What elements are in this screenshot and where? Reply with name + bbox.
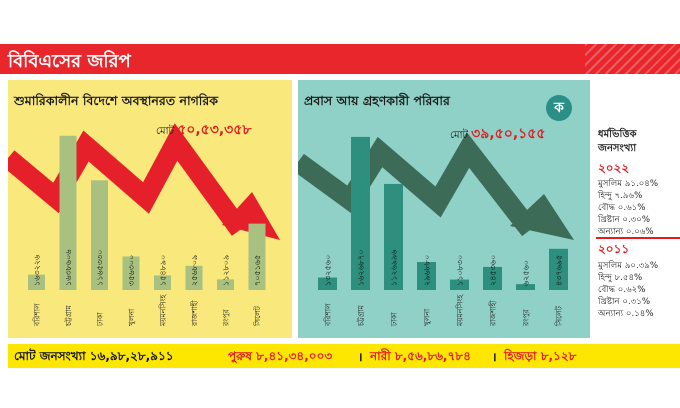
trend-arrow-line xyxy=(8,123,249,236)
chart-abroad-citizens: ১৬৩২২৬ বরিশাল ১৬৩৮৬০৬ চট্টগ্রাম ১১৬৫৩৩০ ঢাকা ৩… xyxy=(8,123,280,327)
religion-item: খ্রিষ্টান ০.৩১% xyxy=(598,297,651,307)
population-summary-bar: মোট জনসংখ্যা ১৬,৯৮,২৮,৯১১ পুরুষ ৮,৪১,৩৪,… xyxy=(8,344,680,368)
year-label: ২০১১ xyxy=(598,242,630,256)
bar xyxy=(483,266,502,290)
total-population: মোট জনসংখ্যা ১৬,৯৮,২৮,৯১১ xyxy=(14,349,174,363)
category-label: সিলেট xyxy=(554,305,564,327)
category-label: রংপুর xyxy=(222,309,231,327)
bar-value-label: ২৫৬৮০৯ xyxy=(190,255,199,286)
category-label: রাজশাহী xyxy=(488,299,498,327)
bar-value-label: ২৪৫৩৬০ xyxy=(489,255,498,286)
bar xyxy=(516,284,535,290)
bar-value-label: ১১৬৫৩৩০ xyxy=(96,250,105,286)
chart-panel-abroad-citizens: ১৬৩২২৬ বরিশাল ১৬৩৮৬০৬ চট্টগ্রাম ১১৬৫৩৩০ ঢাকা ৩… xyxy=(8,80,292,338)
chart-panel-remittance-households: ১৩২৫৬০ বরিশাল ১৬২৬৮৭০ চট্টগ্রাম ১১২৬৯৯৬ ঢাকা ২… xyxy=(298,80,590,338)
chart-total: মোট ৫০,৫৩,৩৫৮ xyxy=(156,118,251,142)
separator: । xyxy=(358,350,363,364)
bar-value-label: ১১২৮০৯ xyxy=(222,255,231,286)
category-label: সিলেট xyxy=(252,305,262,327)
separator: । xyxy=(492,350,497,364)
bar xyxy=(185,265,203,290)
logo: ক xyxy=(546,95,572,121)
chart-remittance-households: ১৩২৫৬০ বরিশাল ১৬২৬৮৭০ চট্টগ্রাম ১১২৬৯৯৬ ঢাকা ২… xyxy=(298,132,574,327)
category-label: রাজশাহী xyxy=(189,299,199,327)
bar-value-label: ৬২৫৬০ xyxy=(522,260,531,286)
male-population: পুরুষ ৮,৪১,৩৪,০০৩ xyxy=(228,349,333,363)
divider xyxy=(596,237,680,239)
bar xyxy=(248,223,266,290)
religion-item: হিন্দু ৭.৯৬% xyxy=(598,191,643,201)
religion-item: মুসলিম ৯১.০৪% xyxy=(598,179,659,189)
bar-value-label: ১৬৩২২৬ xyxy=(33,255,42,286)
religion-item: অন্যান্য ০.১৪% xyxy=(598,309,654,319)
chart-title: প্রবাস আয় গ্রহণকারী পরিবার xyxy=(304,93,450,108)
category-label: ঢাকা xyxy=(96,311,105,327)
bar xyxy=(450,279,469,290)
category-label: চট্টগ্রাম xyxy=(64,304,73,327)
decorative-stripes xyxy=(585,44,680,74)
bar-value-label: ১৩২৫৬০ xyxy=(324,255,333,286)
trend-arrow-head xyxy=(510,194,574,240)
bar xyxy=(417,262,436,290)
bar-value-label: ১১২৬৯৯৬ xyxy=(390,250,399,286)
total-value: ৫০,৫৩,৩৫৮ xyxy=(177,122,252,138)
hijra-population: হিজড়া ৮,১২৮ xyxy=(504,349,577,363)
bar-value-label: ১১০৮৩০ xyxy=(456,255,465,286)
bar-value-label: ১৫৪৮৯০ xyxy=(159,255,168,286)
female-population: নারী ৮,৫৬,৮৬,৭৮৪ xyxy=(370,349,471,363)
bar-value-label: ৩৫৬৩০০ xyxy=(127,255,136,286)
bar xyxy=(91,180,108,290)
bar xyxy=(154,275,171,290)
religion-item: বৌদ্ধ ০.৬২% xyxy=(598,285,646,295)
religion-panel: ধর্মভিত্তিক জনসংখ্যা ২০২২ মুসলিম ৯১.০৪% … xyxy=(596,80,680,338)
bar xyxy=(351,136,370,290)
bar xyxy=(28,274,45,290)
religion-title: ধর্মভিত্তিক জনসংখ্যা xyxy=(598,129,637,154)
trend-arrow-line xyxy=(298,132,538,237)
category-label: বরিশাল xyxy=(324,302,333,327)
title-bar: বিবিএসের জরিপ xyxy=(0,44,680,74)
page-title: বিবিএসের জরিপ xyxy=(8,51,131,72)
category-label: খুলনা xyxy=(127,308,136,326)
religion-item: অন্যান্য ০.০৬% xyxy=(598,227,654,237)
bar-value-label: ১৬২৬৮৭০ xyxy=(357,250,366,286)
year-label: ২০২২ xyxy=(598,161,630,175)
bar-value-label: ২৯৬৮৮০ xyxy=(423,255,432,286)
bar xyxy=(318,277,337,290)
religion-item: মুসলিম ৯০.৩৯% xyxy=(598,261,659,271)
category-label: ঢাকা xyxy=(390,311,399,327)
total-label: মোট xyxy=(450,130,468,141)
category-label: খুলনা xyxy=(423,308,432,326)
category-label: ময়মনসিংহ xyxy=(456,293,465,327)
bar xyxy=(217,279,234,290)
bar xyxy=(59,135,77,290)
bar-value-label: ৪৩৭৬৯৫ xyxy=(555,255,564,286)
bar-value-label: ৭০৫১৬৫ xyxy=(253,255,262,286)
category-label: চট্টগ্রাম xyxy=(357,304,366,327)
bar-value-label: ১৬৩৮৬০৬ xyxy=(64,250,73,286)
chart-title: শুমারিকালীন বিদেশে অবস্থানরত নাগরিক xyxy=(14,93,218,108)
bar xyxy=(549,248,568,290)
bar xyxy=(384,183,403,290)
religion-item: হিন্দু ৮.৫৪% xyxy=(598,273,643,283)
category-label: বরিশাল xyxy=(33,302,42,327)
chart-total: মোট ৩৯,৫০,১৫৫ xyxy=(450,122,545,146)
bar xyxy=(122,256,140,290)
category-label: রংপুর xyxy=(522,309,531,327)
category-label: ময়মনসিংহ xyxy=(159,293,168,327)
total-label: মোট xyxy=(156,126,174,137)
religion-item: খ্রিষ্টান ০.৩০% xyxy=(598,215,651,225)
religion-item: বৌদ্ধ ০.৬১% xyxy=(598,203,646,213)
total-value: ৩৯,৫০,১৫৫ xyxy=(471,126,546,142)
